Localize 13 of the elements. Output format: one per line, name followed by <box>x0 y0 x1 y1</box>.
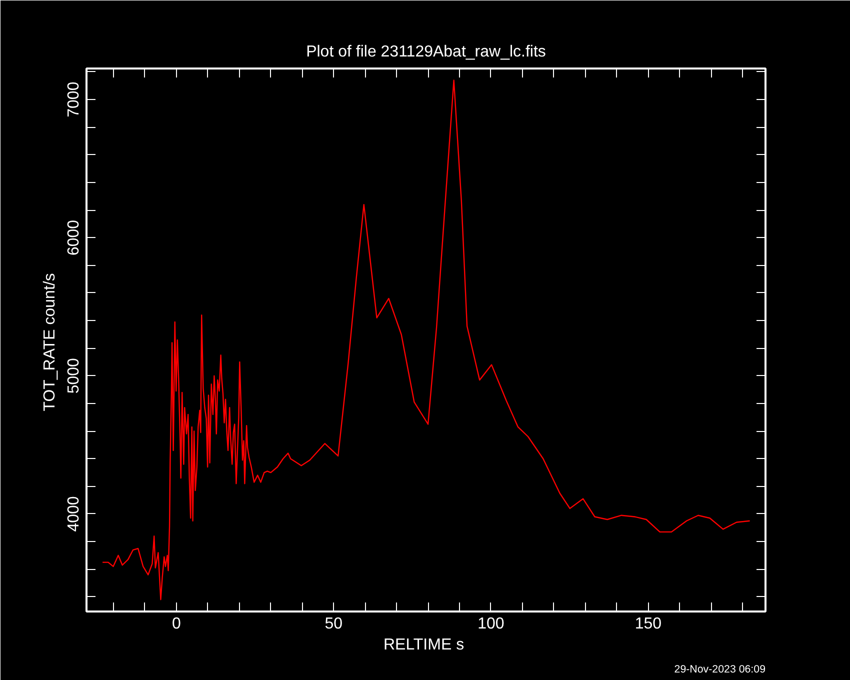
x-tick-label: 100 <box>478 616 504 632</box>
y-tick-label: 4000 <box>66 496 82 532</box>
x-axis-title: RELTIME s <box>383 636 464 654</box>
text: 29-Nov-2023 06:09 <box>674 664 766 676</box>
x-tick-label: 0 <box>172 616 181 632</box>
y-axis-title: TOT_RATE count/s <box>42 273 58 412</box>
y-tick-label: 6000 <box>66 220 82 256</box>
line-series <box>102 80 750 600</box>
chart-title: Plot of file 231129Abat_raw_lc.fits <box>306 44 546 60</box>
x-tick-label: 150 <box>634 616 662 632</box>
x-tick-label: 50 <box>324 616 343 632</box>
y-tick-label: 7000 <box>66 82 82 118</box>
y-tick-label: 5000 <box>66 358 82 394</box>
